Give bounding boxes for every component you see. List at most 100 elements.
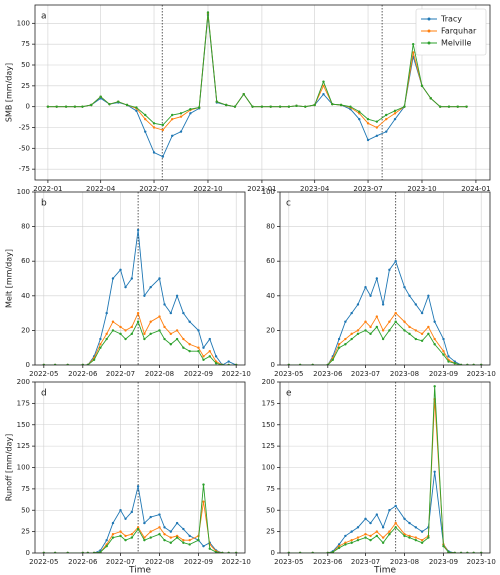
x-tick-label: 2023-09 (429, 370, 458, 378)
x-tick-label: 2023-06 (313, 370, 343, 378)
y-tick-label: 50 (266, 506, 275, 514)
y-tick-label: 175 (262, 399, 275, 407)
y-tick-label: 40 (21, 292, 30, 300)
x-tick-label: 2022-09 (184, 370, 213, 378)
x-tick-label: 2022-10 (193, 185, 222, 193)
x-tick-label: 2023-08 (390, 370, 419, 378)
x-tick-label: 2022-06 (68, 370, 98, 378)
legend-marker (427, 29, 431, 33)
y-tick-label: 0 (271, 549, 275, 557)
series-line (287, 385, 483, 553)
legend-marker (427, 17, 431, 21)
y-axis-label: Melt [mm/day] (5, 249, 14, 308)
x-tick-label: 2023-01 (247, 185, 276, 193)
y-tick-label: 200 (262, 378, 275, 386)
y-tick-label: -50 (19, 144, 30, 152)
x-tick-label: 2022-07 (106, 558, 135, 566)
y-tick-label: 25 (21, 82, 30, 90)
x-tick-label: 2022-04 (86, 185, 116, 193)
y-tick-label: 0 (26, 549, 30, 557)
y-tick-label: 0 (271, 361, 275, 369)
x-tick-label: 2022-06 (68, 558, 98, 566)
x-tick-label: 2023-07 (353, 185, 382, 193)
y-tick-label: 175 (17, 399, 30, 407)
x-tick-label: 2023-10 (407, 185, 436, 193)
legend-marker (427, 41, 431, 45)
x-tick-label: 2023-06 (313, 558, 343, 566)
y-tick-label: 125 (262, 442, 275, 450)
x-tick-label: 2022-07 (139, 185, 168, 193)
plot-frame (34, 381, 246, 554)
y-tick-label: 125 (17, 442, 30, 450)
y-tick-label: 0 (26, 103, 30, 111)
legend-label: Melville (441, 39, 471, 48)
series-line (287, 397, 483, 553)
series-line (287, 320, 483, 365)
y-tick-label: -25 (19, 124, 30, 132)
y-tick-label: 80 (21, 223, 30, 231)
y-tick-label: 20 (21, 326, 30, 334)
x-axis-label: Time (128, 566, 151, 575)
plot-frame (34, 4, 491, 181)
plot-frame (279, 381, 491, 554)
y-tick-label: 20 (266, 326, 275, 334)
x-tick-label: 2023-07 (351, 370, 380, 378)
x-tick-label: 2022-05 (29, 370, 58, 378)
plot-frame (279, 191, 491, 366)
y-axis-label: Runoff [mm/day] (5, 434, 14, 502)
x-tick-label: 2022-01 (33, 185, 62, 193)
y-tick-label: 50 (21, 61, 30, 69)
x-tick-label: 2023-10 (467, 370, 496, 378)
series-line (46, 11, 468, 127)
y-tick-label: 150 (17, 421, 30, 429)
y-tick-label: 200 (17, 378, 30, 386)
y-tick-label: 100 (262, 188, 275, 196)
y-tick-label: 150 (262, 421, 275, 429)
y-tick-label: 75 (266, 485, 275, 493)
x-tick-label: 2024-01 (461, 185, 490, 193)
panel-label: e (286, 389, 292, 399)
plot-frame (34, 191, 246, 366)
y-tick-label: 60 (266, 257, 275, 265)
series-line (42, 228, 238, 365)
series-line (287, 311, 483, 365)
y-tick-label: 25 (21, 528, 30, 536)
y-tick-label: 80 (266, 223, 275, 231)
x-tick-label: 2023-10 (467, 558, 496, 566)
y-tick-label: 100 (17, 464, 30, 472)
y-tick-label: 40 (266, 292, 275, 300)
panel-label: a (41, 12, 47, 22)
x-tick-label: 2022-08 (145, 558, 174, 566)
x-tick-label: 2023-05 (274, 558, 303, 566)
y-axis-label: SMB [mm/day] (5, 63, 14, 122)
y-tick-label: 50 (21, 506, 30, 514)
y-tick-label: 75 (21, 40, 30, 48)
panel-label: d (41, 389, 47, 399)
series-line (287, 259, 483, 365)
series-line (42, 483, 238, 553)
x-tick-label: 2022-09 (184, 558, 213, 566)
y-tick-label: 25 (266, 528, 275, 536)
x-tick-label: 2023-08 (390, 558, 419, 566)
legend-label: Tracy (440, 15, 462, 24)
series-line (42, 320, 238, 365)
x-tick-label: 2022-08 (145, 370, 174, 378)
legend-label: Farquhar (441, 27, 477, 36)
x-tick-label: 2022-10 (222, 370, 251, 378)
x-tick-label: 2023-07 (351, 558, 380, 566)
y-tick-label: 100 (262, 464, 275, 472)
x-tick-label: 2023-05 (274, 370, 303, 378)
panel-label: c (286, 199, 291, 209)
y-tick-label: -75 (19, 165, 30, 173)
x-axis-label: Time (373, 566, 396, 575)
x-tick-label: 2022-10 (222, 558, 251, 566)
panel-label: b (41, 199, 47, 209)
y-tick-label: 0 (26, 361, 30, 369)
x-tick-label: 2023-04 (300, 185, 330, 193)
x-tick-label: 2022-05 (29, 558, 58, 566)
series-line (46, 12, 468, 132)
y-tick-label: 60 (21, 257, 30, 265)
y-tick-label: 100 (17, 188, 30, 196)
x-tick-label: 2023-09 (429, 558, 458, 566)
